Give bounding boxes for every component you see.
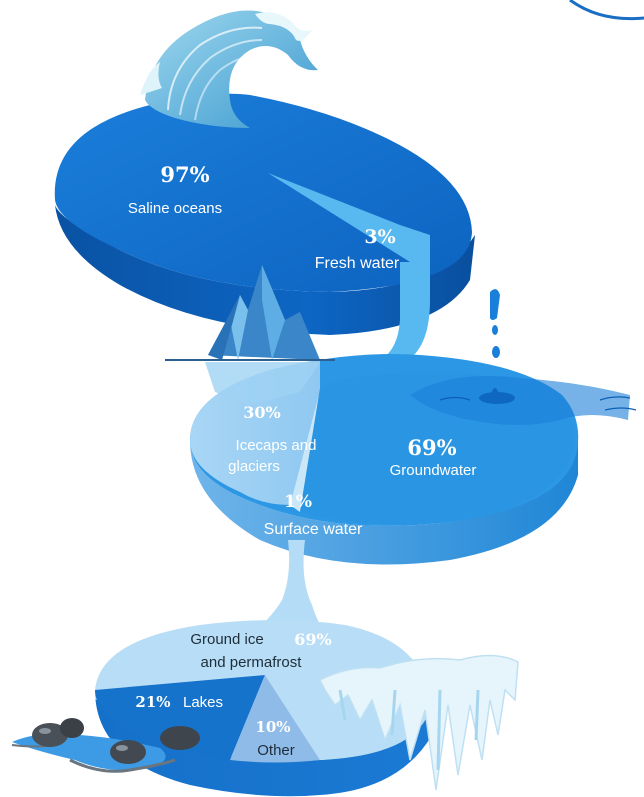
fresh-percent: 3% [364,226,395,248]
groundwater-label: Groundwater [390,462,477,479]
ground-ice-segment [95,620,432,760]
corner-ring [569,0,644,21]
groundice-percent: 69% [294,630,331,649]
rocks-icon [11,718,200,773]
icecaps-label-line2: glaciers [228,458,280,475]
iceberg-icon [165,265,335,405]
other-label: Other [257,742,295,759]
groundwater-percent: 69% [407,435,456,460]
surface-water-stream [245,540,330,640]
other-percent: 10% [255,718,290,736]
surface-water-disk [95,620,432,797]
icicles-icon [318,654,519,791]
splash-icon [410,376,637,425]
fresh-water-disk [190,354,579,565]
lakes-label: Lakes [183,694,223,711]
icecaps-segment [190,360,320,505]
water-drop-icon [490,289,500,358]
lakes-percent: 21% [135,693,170,711]
surface-water-segment [290,390,320,512]
wave-icon [140,10,318,128]
saline-percent: 97% [160,162,209,187]
lakes-segment [95,675,265,760]
surface-label: Surface water [264,521,363,538]
surface-percent: 1% [284,492,312,512]
groundice-label-line1: Ground ice [190,631,263,648]
groundice-label-line2: and permafrost [201,654,303,671]
other-segment [230,675,320,763]
fresh-label: Fresh water [315,255,400,272]
icecaps-percent: 30% [243,403,280,422]
icecaps-label-line1: Icecaps and [236,437,317,454]
saline-oceans-segment [54,93,473,292]
saline-label: Saline oceans [128,200,222,217]
